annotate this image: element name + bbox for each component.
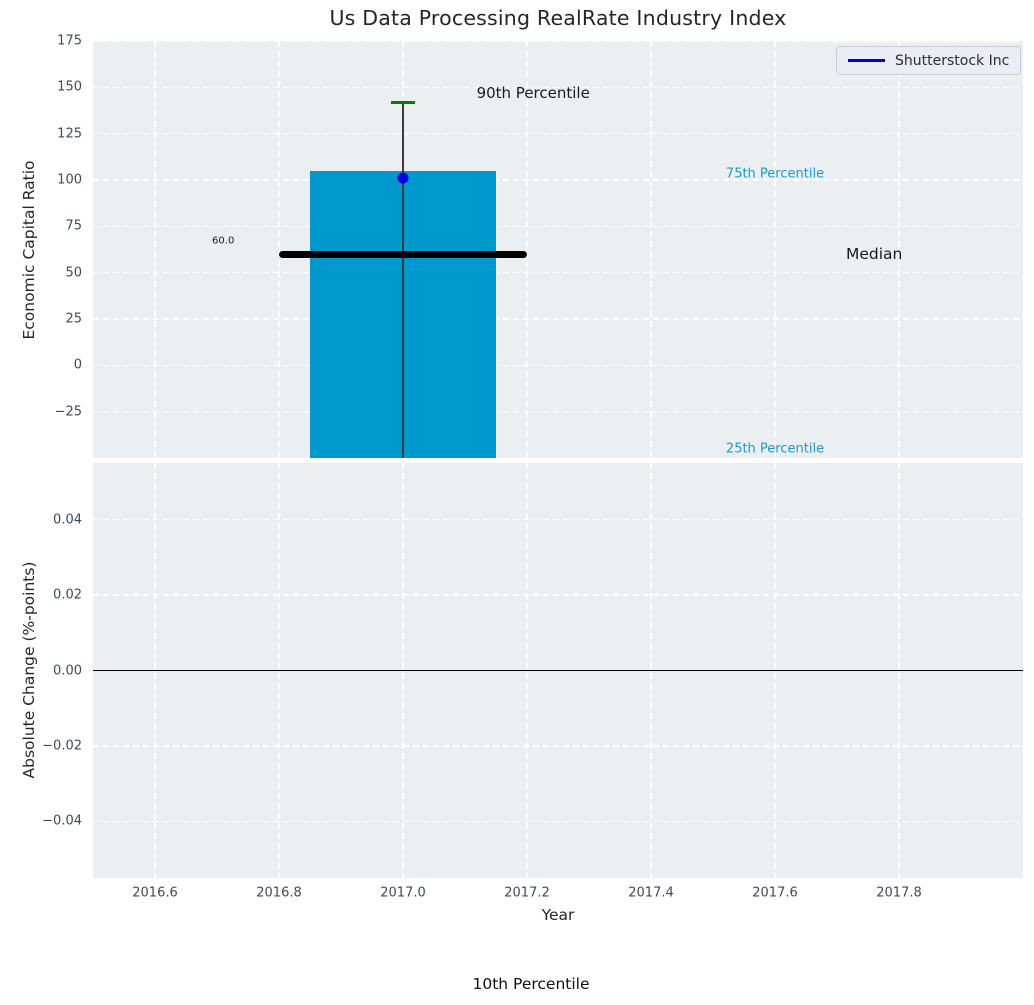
gridline-x [774,41,776,458]
gridline-y [93,225,1023,228]
gridline-x [650,41,652,458]
annotation: 60.0 [212,235,235,247]
y-tick-label: −0.04 [42,813,82,829]
gridline-x [898,41,900,458]
y-tick-label: −25 [54,404,82,420]
x-tick-label: 2017.8 [876,885,922,901]
annotation: 75th Percentile [725,166,825,182]
gridline-y [93,271,1023,274]
y-tick-label: 25 [65,311,82,327]
annotation: Median [845,245,903,264]
tenth-percentile-annotation: 10th Percentile [472,975,590,993]
x-tick-label: 2017.4 [628,885,674,901]
legend-label: Shutterstock Inc [895,52,1010,69]
gridline-y [93,820,1023,823]
x-tick-label: 2016.6 [132,885,178,901]
gridline-y [93,132,1023,135]
gridline-x [154,41,156,458]
legend: Shutterstock Inc [836,46,1022,75]
company-value-dot [397,172,409,184]
gridline-y [93,594,1023,596]
annotation: 90th Percentile [476,83,590,102]
x-axis-label: Year [541,906,575,924]
gridline-y [93,410,1023,413]
y-tick-label: 0.04 [53,512,82,528]
gridline-x [526,41,528,458]
x-tick-label: 2017.6 [752,885,798,901]
gridline-y [93,179,1023,181]
annotation: 25th Percentile [725,441,825,457]
gridline-y [93,86,1023,89]
median-line [279,250,527,258]
x-tick-label: 2017.2 [504,885,550,901]
y-axis-label-top: Economic Capital Ratio [20,160,38,340]
gridline-y [93,518,1023,521]
gridline-y [93,364,1023,367]
zero-line [93,669,1023,672]
chart-title: Us Data Processing RealRate Industry Ind… [329,6,787,30]
x-tick-label: 2016.8 [256,885,302,901]
y-tick-label: 125 [57,126,82,142]
y-tick-label: 50 [65,265,82,281]
x-tick-label: 2017.0 [380,885,426,901]
gridline-y [93,41,1023,42]
p90-cap [390,100,416,104]
y-tick-label: 100 [57,172,82,188]
y-tick-label: 0.00 [53,663,82,678]
y-tick-label: 0 [73,357,82,373]
gridline-y [93,318,1023,320]
y-tick-label: 150 [57,79,82,95]
legend-line-sample [848,59,885,62]
y-tick-label: 175 [57,33,82,49]
whisker-line [402,102,404,458]
y-tick-label: 75 [65,218,82,234]
y-tick-label: −0.02 [42,738,82,754]
bottom-plot-area [93,463,1023,878]
y-axis-label-bottom: Absolute Change (%-points) [20,561,38,779]
gridline-x [278,41,280,458]
top-plot-area: 90th Percentile 75th Percentile Median 25th… [93,41,1023,458]
y-tick-label: 0.02 [53,587,82,603]
gridline-y [93,745,1023,747]
